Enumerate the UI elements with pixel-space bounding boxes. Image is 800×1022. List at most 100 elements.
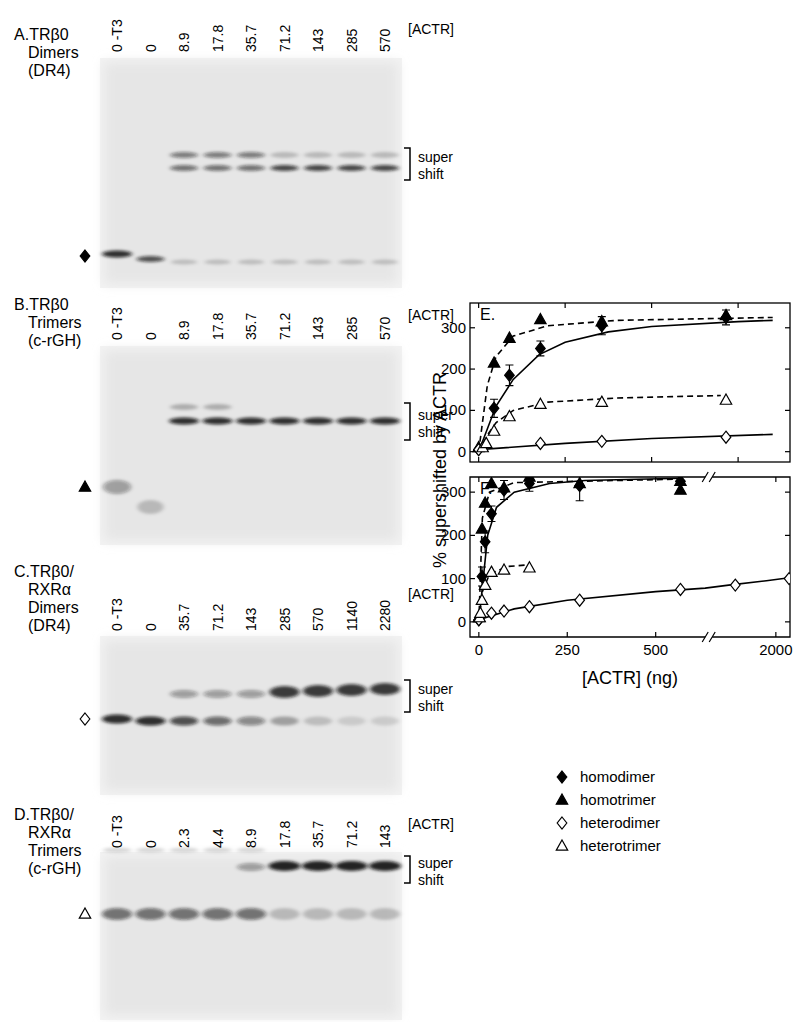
gel-band bbox=[303, 418, 333, 425]
error-bar bbox=[487, 506, 495, 522]
gel-band bbox=[304, 152, 332, 158]
lane-label: 143 bbox=[310, 316, 326, 340]
data-point bbox=[720, 394, 731, 404]
gel-band bbox=[103, 480, 131, 494]
gel-title-line: (DR4) bbox=[28, 617, 71, 634]
lane-label: 17.8 bbox=[277, 821, 293, 848]
lane-label: 8.9 bbox=[243, 828, 259, 848]
gel-band bbox=[370, 418, 400, 425]
gel-band bbox=[337, 908, 367, 920]
y-tick bbox=[470, 535, 475, 536]
data-point bbox=[721, 431, 731, 443]
y-tick bbox=[470, 578, 475, 579]
gel-panel: C.TRβ0/RXRαDimers(DR4)0 -T3035.771.21432… bbox=[14, 563, 454, 795]
legend-marker bbox=[556, 840, 567, 850]
legend-label: homodimer bbox=[580, 768, 655, 785]
gel-title-line: Trimers bbox=[28, 314, 82, 331]
data-point bbox=[498, 482, 509, 492]
data-point bbox=[487, 508, 497, 520]
gel-title: D.TRβ0/ bbox=[14, 806, 74, 823]
x-tick bbox=[478, 457, 479, 462]
x-tick bbox=[775, 632, 776, 637]
plot-area bbox=[473, 309, 773, 455]
axis-break bbox=[702, 632, 715, 642]
lane-label: 2.3 bbox=[176, 828, 192, 848]
gel-band bbox=[337, 418, 367, 425]
x-tick bbox=[565, 457, 566, 462]
gel-band bbox=[170, 404, 198, 410]
gel-band bbox=[204, 404, 232, 410]
gel-band bbox=[102, 715, 132, 724]
y-tick-label: 0 bbox=[458, 443, 466, 460]
y-tick bbox=[785, 410, 790, 411]
gel-band bbox=[270, 908, 300, 920]
x-tick-label: 500 bbox=[643, 641, 668, 658]
gel-band bbox=[136, 908, 166, 920]
data-point bbox=[475, 607, 486, 617]
gel-band bbox=[371, 152, 399, 158]
gel-band bbox=[271, 717, 299, 726]
y-tick bbox=[785, 368, 790, 369]
x-tick bbox=[738, 303, 739, 308]
legend-marker bbox=[557, 771, 567, 783]
gel-band bbox=[305, 260, 331, 265]
data-point bbox=[535, 398, 546, 408]
lane-label: 0 -T3 bbox=[109, 307, 125, 340]
fit-curve bbox=[479, 317, 773, 451]
gel-title: A.TRβ0 bbox=[14, 26, 69, 43]
gel-band bbox=[204, 717, 232, 726]
lane-label: 0 bbox=[143, 332, 159, 340]
y-tick-label: 300 bbox=[441, 319, 466, 336]
lane-label: 143 bbox=[243, 607, 259, 631]
gel-band bbox=[272, 260, 298, 265]
lane-label: 35.7 bbox=[243, 25, 259, 52]
fit-curve bbox=[479, 578, 789, 620]
y-tick bbox=[470, 492, 475, 493]
gel-band bbox=[371, 165, 399, 171]
fit-curve bbox=[479, 396, 721, 452]
gel-band bbox=[338, 717, 366, 726]
gel-band bbox=[136, 717, 166, 726]
lane-label: 17.8 bbox=[210, 25, 226, 52]
supershift-bracket bbox=[404, 856, 410, 883]
gel-band bbox=[138, 500, 164, 514]
y-axis-label: % supershifted by ACTR bbox=[430, 372, 450, 568]
lane-label: 0 -T3 bbox=[109, 598, 125, 631]
gel-title-line: TRβ0 bbox=[29, 296, 69, 313]
data-point bbox=[488, 357, 499, 367]
data-point bbox=[504, 332, 515, 342]
plot-frame bbox=[470, 477, 705, 637]
gel-band bbox=[270, 418, 300, 425]
error-bar bbox=[490, 399, 498, 417]
data-point bbox=[499, 605, 509, 617]
gel-band bbox=[371, 717, 399, 726]
supershift-label: shift bbox=[418, 166, 444, 182]
x-tick bbox=[655, 632, 656, 637]
lane-label: 285 bbox=[344, 28, 360, 52]
data-point bbox=[479, 497, 490, 507]
data-point bbox=[481, 437, 492, 447]
free-probe-marker bbox=[80, 250, 90, 262]
legend: homodimerhomotrimerheterodimerheterotrim… bbox=[556, 768, 661, 854]
data-point bbox=[525, 601, 535, 613]
gel-band bbox=[137, 256, 165, 262]
gel-band bbox=[236, 418, 266, 425]
lane-label: 35.7 bbox=[243, 313, 259, 340]
lane-label: 2280 bbox=[377, 600, 393, 631]
y-tick bbox=[470, 368, 475, 369]
gel-panel: A.TRβ0Dimers(DR4)0 -T308.917.835.771.214… bbox=[14, 19, 454, 288]
y-tick bbox=[785, 327, 790, 328]
lane-label: 570 bbox=[310, 607, 326, 631]
lane-label: 285 bbox=[344, 316, 360, 340]
gel-band bbox=[338, 165, 366, 171]
gel-title-line: TRβ0 bbox=[29, 26, 69, 43]
data-point bbox=[676, 583, 686, 595]
data-point bbox=[784, 573, 790, 585]
gel-title-line: RXRα bbox=[28, 581, 71, 598]
panel-letter: D. bbox=[14, 806, 30, 823]
data-point bbox=[476, 594, 487, 604]
gel-band bbox=[170, 165, 198, 171]
gel-band bbox=[102, 251, 132, 258]
concentration-label: [ACTR] bbox=[408, 816, 454, 832]
gel-panel: D.TRβ0/RXRαTrimers(c-rGH)0 -T302.34.48.9… bbox=[14, 806, 454, 1020]
